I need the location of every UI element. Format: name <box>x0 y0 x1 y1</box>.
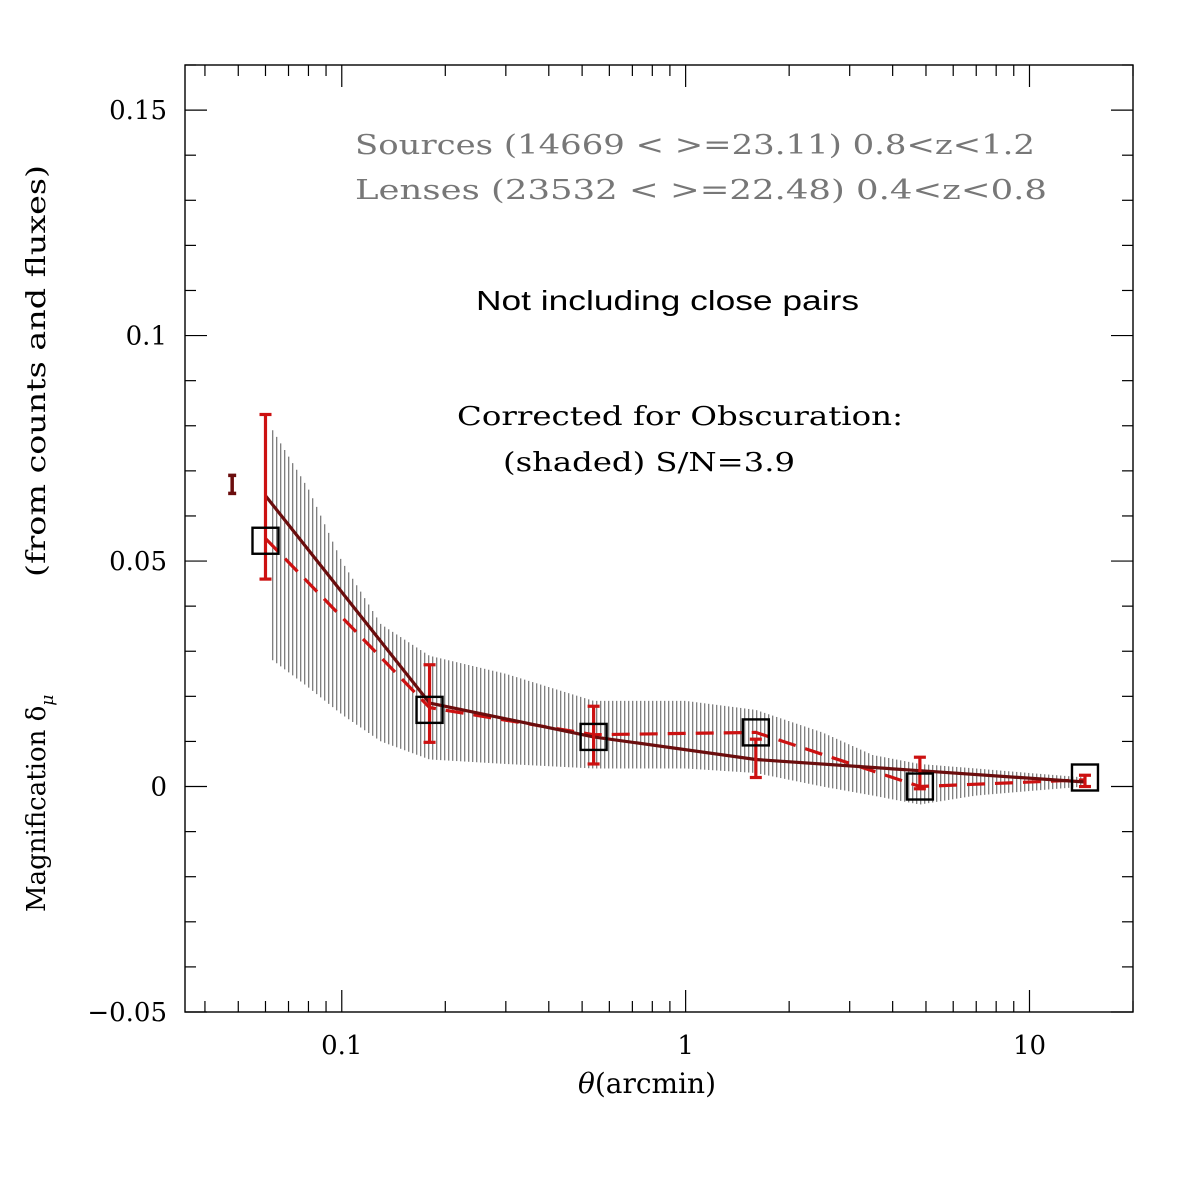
annotation-lenses: Lenses (23532 < >=22.48) 0.4<z<0.8 <box>355 175 1047 206</box>
dashed-series-line <box>264 537 1086 789</box>
series-lines <box>264 494 1086 789</box>
tick-labels: 0.1 1 10 −0.05 0 0.05 0.1 0.15 <box>87 96 1046 1061</box>
isolated-error-bar <box>228 473 237 496</box>
dashed-error-bar <box>587 704 600 766</box>
square-marker <box>1070 763 1100 792</box>
annotation-close-pairs: Not including close pairs <box>476 285 859 316</box>
annotation-shaded: (shaded) S/N=3.9 <box>503 448 795 478</box>
square-marker <box>905 772 935 801</box>
square-marker <box>741 718 771 747</box>
annotation-sources: Sources (14669 < >=23.11) 0.8<z<1.2 <box>355 130 1035 161</box>
plot-frame <box>184 64 1134 1013</box>
axis-ticks <box>185 64 1134 1013</box>
y-axis-label-note: (from counts and fluxes) <box>22 165 52 577</box>
y-tick-label: 0 <box>150 773 167 803</box>
y-axis-label-main: Magnification δ <box>22 706 52 912</box>
svg-text:θ(arcmin): θ(arcmin) <box>578 1067 716 1100</box>
annotation-corrected: Corrected for Obscuration: <box>457 402 903 432</box>
svg-text:Magnification δμ: Magnification δμ <box>22 695 58 912</box>
solid-series-line <box>264 494 1086 784</box>
y-tick-label: −0.05 <box>87 998 167 1028</box>
x-tick-label: 0.1 <box>321 1031 362 1061</box>
x-axis-symbol: θ <box>578 1067 595 1100</box>
y-tick-label: 0.05 <box>109 547 167 577</box>
dashed-error-bar <box>259 412 272 581</box>
square-marker <box>415 695 444 725</box>
x-tick-label: 10 <box>1013 1031 1046 1061</box>
y-tick-label: 0.1 <box>126 322 167 352</box>
x-axis-unit: (arcmin) <box>595 1067 716 1100</box>
dashed-error-bar <box>1078 773 1091 789</box>
square-marker <box>579 722 608 752</box>
square-marker <box>251 526 280 555</box>
x-tick-label: 1 <box>677 1031 694 1061</box>
y-axis-label: Magnification δμ (from counts and fluxes… <box>22 165 58 912</box>
square-markers <box>251 526 1100 801</box>
x-axis-label: θ(arcmin) <box>578 1067 716 1100</box>
y-axis-label-sub: μ <box>38 695 58 706</box>
y-tick-label: 0.15 <box>109 96 167 126</box>
dashed-error-bar <box>423 663 436 744</box>
